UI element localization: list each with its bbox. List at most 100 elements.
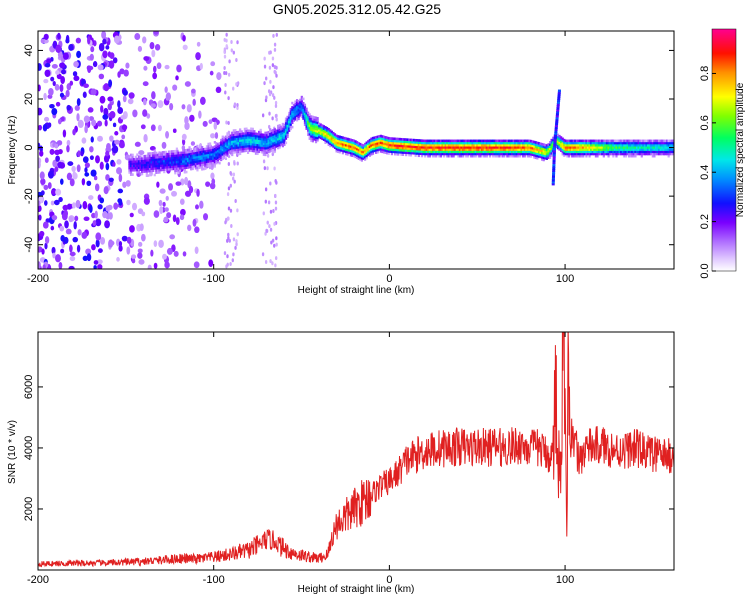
spectrogram-cell: [191, 152, 194, 155]
spectrogram-cell: [153, 158, 156, 161]
spectrogram-cell: [485, 152, 488, 156]
spectrogram-cell: [548, 141, 552, 144]
spectrogram-cell: [152, 169, 155, 173]
spectrogram-cell: [107, 96, 114, 102]
spectrogram-cell: [435, 154, 438, 158]
spectrogram-cell: [360, 154, 363, 158]
spectrogram-cell: [653, 139, 656, 143]
spectrogram-cell: [401, 142, 405, 146]
spectrogram-cell: [455, 143, 458, 147]
spectrogram-cell: [314, 127, 318, 131]
spectrogram-cell: [427, 146, 430, 149]
spectrogram-cell: [609, 148, 612, 151]
spectrogram-cell: [175, 151, 178, 155]
spectrogram-cell: [134, 162, 137, 165]
spectrogram-cell: [343, 141, 346, 144]
spectrogram-cell: [129, 168, 133, 172]
spectrogram-cell: [438, 139, 441, 143]
spectrogram-cell: [553, 136, 557, 139]
spectrogram-cell: [327, 143, 330, 146]
spectrogram-cell: [229, 141, 232, 144]
spectrogram-cell: [338, 150, 341, 154]
spectrogram-cell: [621, 139, 624, 143]
spectrogram-cell: [209, 148, 212, 152]
spectrogram-cell: [242, 132, 245, 135]
spectrogram-cell: [163, 153, 166, 156]
spectrogram-cell: [262, 151, 265, 154]
spectrogram-cell: [373, 136, 376, 140]
spectrogram-cell: [340, 138, 343, 141]
spectrogram-cell: [449, 143, 452, 147]
spectrogram-cell: [420, 143, 424, 147]
spectrogram-cell: [322, 136, 326, 139]
spectrogram-cell: [561, 152, 564, 156]
spectrogram-cell: [653, 154, 656, 158]
spectrogram-cell: [433, 154, 436, 158]
spectrogram-cell: [504, 143, 507, 147]
spectrogram-cell: [129, 173, 133, 176]
spectrogram-cell: [231, 138, 234, 141]
spectrogram-cell: [127, 98, 134, 105]
spectrogram-cell: [473, 143, 476, 147]
spectrogram-cell: [461, 154, 465, 158]
spectrogram-cell: [631, 150, 634, 154]
spectrogram-cell: [190, 163, 193, 167]
spectrogram-cell: [632, 141, 635, 145]
spectrogram-cell: [116, 257, 120, 262]
spectrogram-cell: [348, 149, 351, 152]
spectrogram-cell: [52, 81, 56, 87]
spectrogram-cell: [267, 135, 270, 138]
spectrogram-cell: [446, 148, 449, 151]
spectrogram-cell: [145, 163, 148, 167]
spectrogram-cell: [239, 148, 242, 151]
spectrogram-cell: [609, 152, 612, 156]
spectrogram-cell: [386, 136, 389, 140]
spectrogram-cell: [431, 148, 435, 151]
spectrogram-cell: [615, 146, 618, 149]
spectrogram-cell: [408, 145, 411, 148]
spectrogram-cell: [398, 150, 401, 154]
spectrogram-cell: [209, 162, 212, 165]
spectrogram-cell: [511, 152, 514, 156]
spectrogram-cell: [351, 139, 354, 142]
spectrogram-cell: [466, 143, 469, 147]
spectrogram-cell: [210, 172, 215, 180]
spectrogram-cell: [224, 144, 228, 147]
spectrogram-cell: [215, 153, 218, 156]
spectrogram-cell: [281, 133, 284, 137]
spectrogram-cell: [289, 123, 292, 126]
spectrogram-cell: [512, 143, 515, 147]
spectrogram-cell: [400, 144, 403, 148]
spectrogram-cell: [174, 152, 177, 155]
spectrogram-cell: [378, 137, 381, 140]
spectrogram-cell: [186, 150, 190, 154]
spectrogram-cell: [654, 141, 658, 145]
spectrogram-cell: [258, 137, 261, 140]
spectrogram-cell: [300, 108, 303, 112]
spectrogram-cell: [254, 141, 258, 144]
spectrogram-cell: [274, 104, 278, 109]
spectrogram-cell: [579, 154, 582, 158]
spectrogram-cell: [239, 143, 242, 147]
spectrogram-cell: [199, 148, 202, 152]
spectrogram-cell: [292, 110, 296, 114]
spectrogram-cell: [564, 152, 567, 156]
spectrogram-cell: [269, 130, 272, 133]
spectrogram-cell: [541, 158, 544, 161]
spectrogram-cell: [487, 139, 490, 143]
spectrogram-cell: [103, 107, 109, 117]
spectrogram-cell: [273, 147, 277, 151]
spectrogram-cell: [136, 157, 139, 161]
spectrogram-cell: [406, 151, 409, 155]
spectrogram-cell: [295, 107, 299, 111]
spectrogram-cell: [447, 150, 450, 154]
spectrogram-cell: [234, 144, 237, 147]
spectrogram-cell: [539, 146, 542, 150]
spectrogram-cell: [139, 164, 142, 167]
spectrogram-cell: [152, 154, 155, 157]
spectrogram-cell: [569, 150, 572, 154]
y-tick-label: 2000: [23, 497, 35, 521]
spectrogram-cell: [108, 212, 113, 220]
spectrogram-cell: [447, 146, 450, 149]
spectrogram-cell: [492, 150, 495, 154]
